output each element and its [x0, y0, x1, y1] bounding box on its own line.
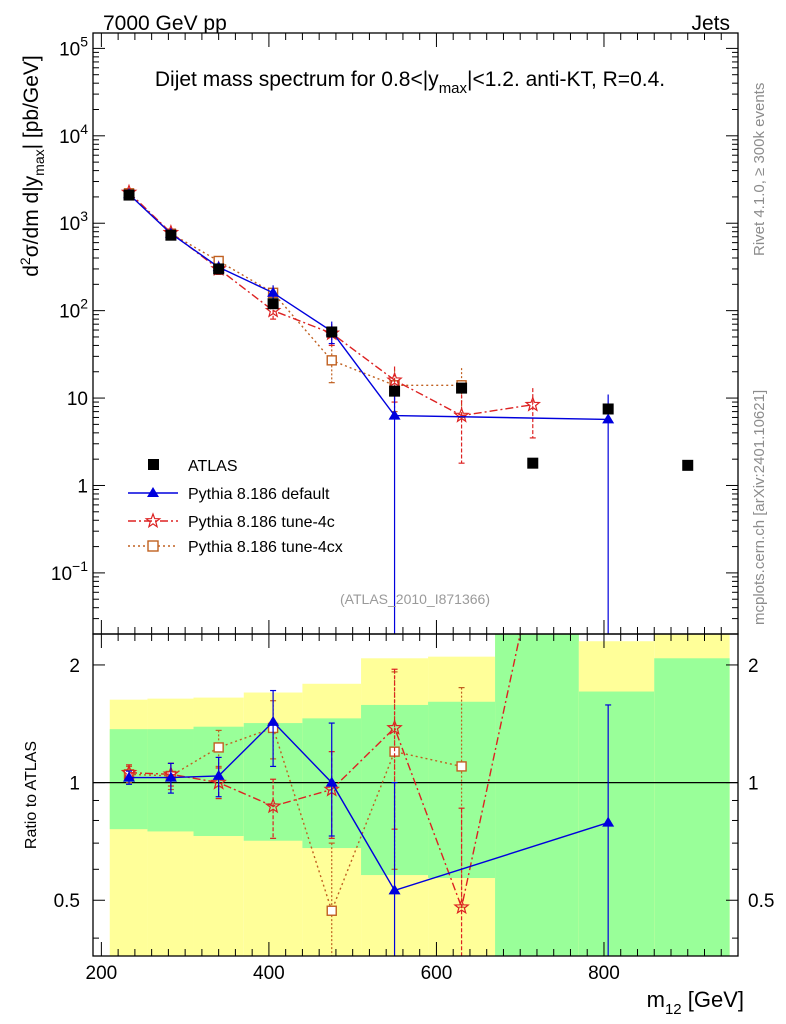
main-pythia-8-186-tune-4c-point-6 — [453, 406, 470, 423]
xtick-label-2: 600 — [421, 963, 453, 984]
ratio-pythia-8-186-tune-4c-point-3 — [264, 797, 282, 814]
xtick-label-3: 800 — [588, 963, 620, 984]
ratio-pythia-8-186-default-point-6 — [602, 816, 615, 827]
legend-label-tune4c: Pythia 8.186 tune-4c — [188, 514, 335, 531]
band-1sigma-8 — [578, 691, 655, 956]
main-pythia-8-186-tune-4cx-point-4 — [326, 355, 337, 366]
main-ytick-label-6: 10−1 — [51, 558, 88, 585]
main-panel-bg — [93, 33, 738, 634]
main-pythia-8-186-default-point-5 — [388, 409, 401, 420]
xtick-label-1: 400 — [253, 963, 285, 984]
band-1sigma-9 — [654, 658, 730, 956]
main-y-axis-label: d2σ/dm d|ymax| [pb/GeV] — [17, 55, 47, 277]
header-energy-label: 7000 GeV pp — [103, 12, 227, 35]
main-pythia-8-186-default-point-3 — [267, 286, 280, 297]
main-atlas-point-5 — [389, 385, 401, 397]
main-ytick-label-2: 103 — [59, 208, 88, 235]
ratio-pythia-8-186-default-point-3 — [267, 715, 280, 726]
ratio-pythia-8-186-tune-4cx-point-2 — [213, 742, 224, 753]
ratio-pythia-8-186-tune-4cx-point-6 — [456, 761, 467, 772]
legend-marker-tune4c — [144, 512, 162, 529]
mcplots-reference-text: mcplots.cern.ch [arXiv:2401.10621] — [751, 390, 768, 625]
main-atlas-point-6 — [456, 382, 468, 394]
main-atlas-point-0 — [123, 189, 135, 201]
ratio-pythia-8-186-default-point-2 — [212, 769, 225, 780]
panel-frames — [92, 32, 739, 957]
main-atlas-point-1 — [165, 229, 177, 241]
main-atlas-point-4 — [326, 326, 338, 338]
main-atlas-point-2 — [213, 263, 225, 275]
ratio-pythia-8-186-default-point-5 — [388, 884, 401, 895]
main-atlas-point-3 — [267, 298, 279, 310]
ratio-pythia-8-186-default-point-1 — [164, 771, 177, 782]
legend-marker-tune4cx — [147, 540, 159, 552]
ratio-ytick-label-right-1: 1 — [748, 774, 759, 795]
main-atlas-point-8 — [602, 403, 614, 415]
legend-label-atlas: ATLAS — [188, 458, 238, 475]
main-pythia-8-186-tune-4c-point-5 — [386, 371, 403, 388]
legend-label-tune4cx: Pythia 8.186 tune-4cx — [188, 539, 343, 556]
legend-marker-default — [147, 487, 159, 497]
main-pythia-8-186-tune-4c-point-7 — [524, 396, 542, 412]
main-atlas-point-9 — [682, 459, 694, 471]
ratio-panel-marks — [120, 633, 615, 956]
ratio-y-axis-label: Ratio to ATLAS — [23, 741, 40, 849]
main-ytick-label-4: 10 — [67, 389, 88, 410]
legend: ATLAS Pythia 8.186 default Pythia 8.186 … — [128, 458, 343, 556]
main-ytick-label-3: 102 — [59, 296, 88, 323]
axis-ticks — [93, 33, 738, 956]
rivet-version-text: Rivet 4.1.0, ≥ 300k events — [751, 83, 768, 256]
header-process-label: Jets — [691, 12, 730, 35]
main-pythia-8-186-default-point-6 — [602, 413, 615, 424]
ratio-pythia-8-186-default-point-0 — [123, 771, 136, 782]
ratio-ytick-label-left-2: 2 — [69, 656, 80, 677]
ratio-pythia-8-186-default-point-4 — [325, 776, 338, 787]
main-panel-marks — [120, 183, 694, 634]
x-axis-label: m12 [GeV] — [647, 987, 744, 1018]
ratio-ytick-label-right-2: 2 — [748, 656, 759, 677]
ratio-pythia-8-186-tune-4c-point-6 — [453, 898, 470, 915]
legend-label-default: Pythia 8.186 default — [188, 486, 330, 503]
ratio-panel-frame — [92, 633, 739, 957]
xtick-label-0: 200 — [86, 963, 118, 984]
ratio-pythia-8-186-tune-4c-line — [128, 633, 521, 910]
ratio-pythia-8-186-tune-4cx-point-4 — [326, 905, 337, 916]
ratio-ytick-label-left-0: 0.5 — [54, 891, 80, 912]
main-atlas-point-7 — [527, 457, 539, 469]
main-ytick-label-5: 1 — [77, 476, 88, 497]
ratio-ytick-label-right-0: 0.5 — [748, 891, 774, 912]
legend-marker-atlas — [148, 459, 159, 470]
band-1sigma-7 — [495, 634, 579, 956]
main-ytick-label-0: 105 — [59, 33, 88, 60]
analysis-tag: (ATLAS_2010_I871366) — [340, 591, 490, 607]
chart-title: Dijet mass spectrum for 0.8<|ymax|<1.2. … — [155, 68, 665, 97]
ratio-pythia-8-186-tune-4c-point-5 — [386, 719, 403, 735]
ratio-ytick-label-left-1: 1 — [69, 774, 80, 795]
main-panel-background — [93, 33, 738, 634]
main-ytick-label-1: 104 — [59, 121, 88, 148]
